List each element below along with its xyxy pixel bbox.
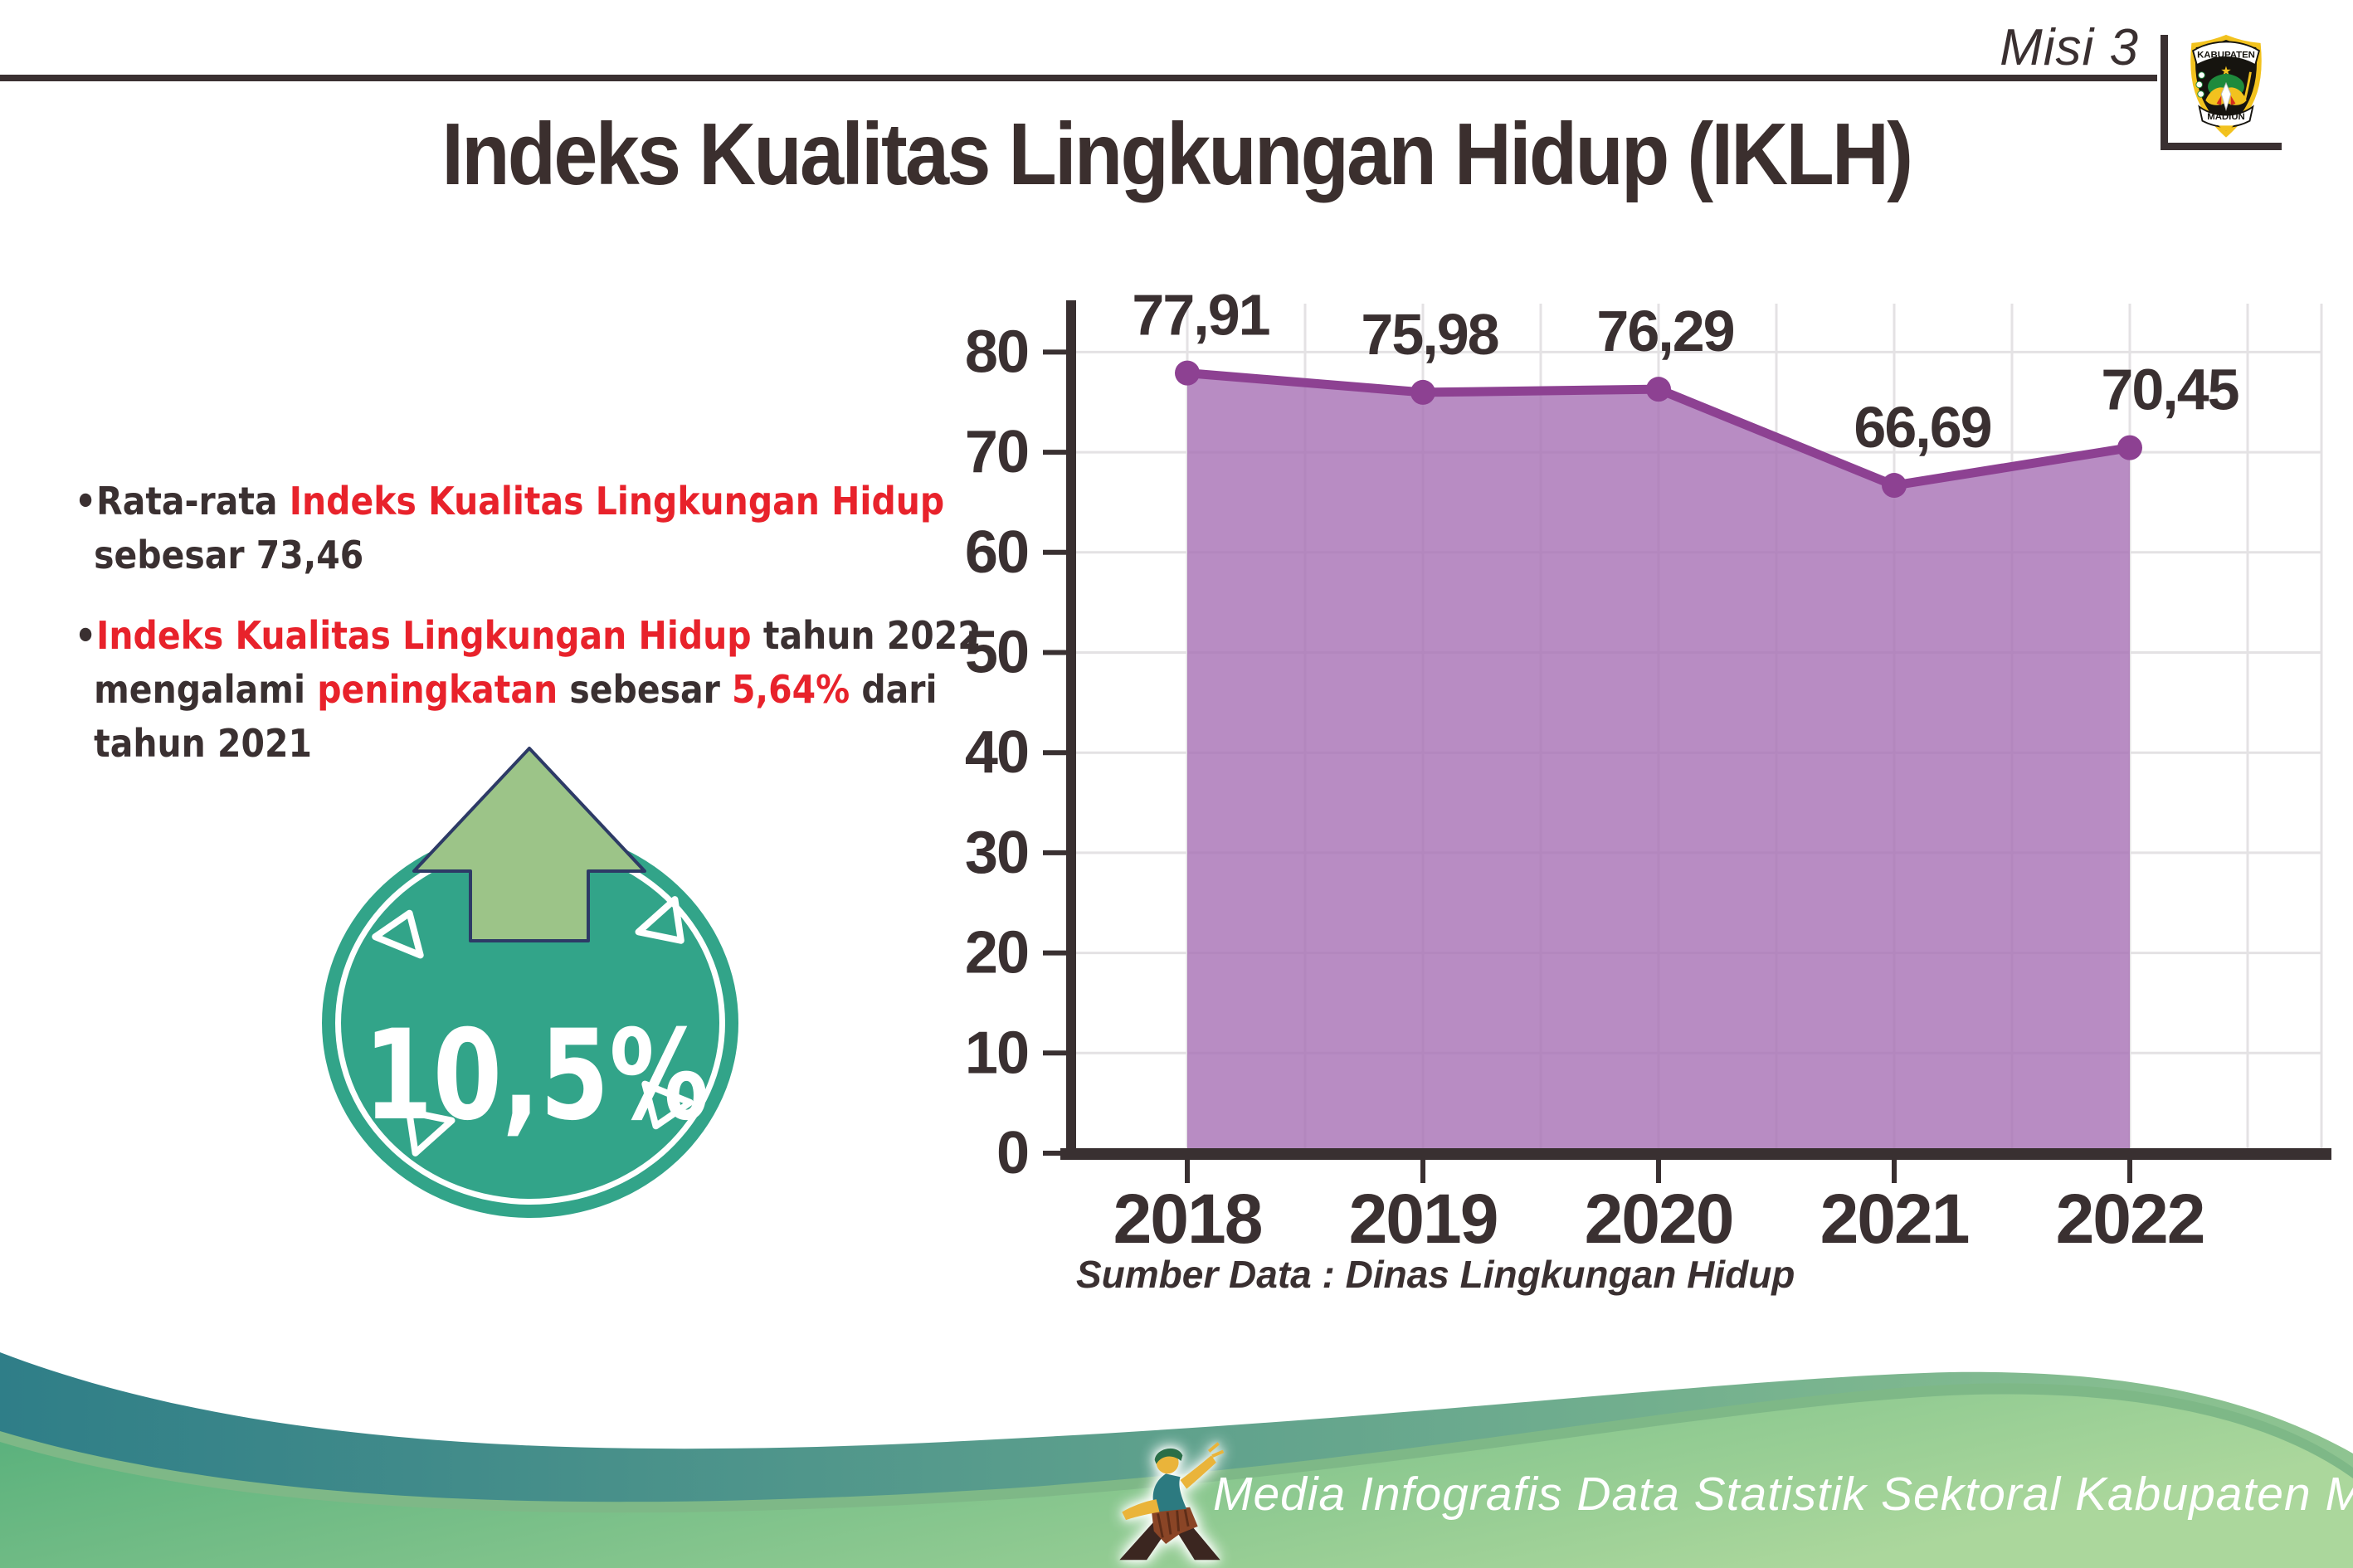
y-tick-label: 0	[996, 1120, 1028, 1186]
logo-bracket-horizontal	[2161, 143, 2282, 150]
x-tick-label: 2020	[1585, 1180, 1733, 1258]
x-tick-label: 2019	[1349, 1180, 1498, 1258]
data-point	[1410, 379, 1435, 405]
logo-bowtie	[2218, 125, 2234, 132]
area-fill	[1187, 373, 2130, 1153]
mascot-cap	[1154, 1448, 1183, 1464]
point-label: 75,98	[1361, 302, 1498, 367]
logo-bracket-vertical	[2161, 35, 2168, 150]
data-point	[1175, 360, 1200, 386]
y-tick-label: 20	[965, 920, 1028, 986]
source-note: Sumber Data : Dinas Lingkungan Hidup	[1076, 1253, 1795, 1296]
increase-percentage: 10,5%	[363, 1004, 709, 1148]
iklh-area-chart: 0 10 20 30 40 50 60 70 80 2018 2019 2020 2021 2022 77,…	[965, 283, 2331, 1296]
x-axis	[1060, 1148, 2331, 1160]
point-label: 76,29	[1596, 299, 1733, 363]
y-tick-label: 60	[965, 519, 1028, 586]
point-label: 70,45	[2101, 358, 2238, 422]
logo-bottom-text: MADIUN	[2207, 112, 2245, 122]
y-tick-label: 10	[965, 1020, 1028, 1086]
x-tick-label: 2018	[1113, 1180, 1262, 1258]
logo-cotton	[2198, 71, 2205, 79]
y-tick-label: 80	[965, 319, 1028, 385]
data-point	[1882, 473, 1907, 499]
y-tick-label: 30	[965, 820, 1028, 886]
footer-wave-green	[0, 1394, 2353, 1568]
y-tick-label: 50	[965, 620, 1028, 686]
logo-top-text: KABUPATEN	[2197, 51, 2255, 61]
bullet-average-iklh: •Rata-rata Indeks Kualitas Lingkungan Hi…	[75, 479, 945, 577]
logo-flames	[2216, 95, 2236, 105]
point-label: 77,91	[1132, 283, 1269, 348]
summary-bullets: •Rata-rata Indeks Kualitas Lingkungan Hi…	[75, 475, 998, 797]
mascot-leg-right	[1176, 1522, 1220, 1561]
logo-top-banner	[2191, 41, 2261, 66]
header-rule	[0, 75, 2157, 81]
y-tick-label: 40	[965, 719, 1028, 786]
up-arrow-icon	[412, 747, 646, 942]
kabupaten-madiun-logo-icon: KABUPATEN ★ MADIUN	[2190, 34, 2262, 138]
x-tick-label: 2022	[2056, 1180, 2204, 1258]
misi-label: Misi 3	[2000, 19, 2139, 76]
y-tick-label: 70	[965, 419, 1028, 485]
point-label: 66,69	[1854, 395, 1990, 460]
mascot-hand-fingers	[1207, 1442, 1225, 1458]
logo-rice-stalk	[2243, 71, 2252, 100]
logo-ribbon	[2198, 105, 2254, 128]
data-point	[1646, 377, 1671, 402]
footer-caption: Media Infografis Data Statistik Sektoral…	[1213, 1468, 2353, 1521]
dancer-mascot-icon	[1119, 1442, 1225, 1561]
mascot-sash	[1152, 1473, 1187, 1512]
mascot-arm-left	[1122, 1499, 1160, 1521]
mascot-arm-right	[1180, 1455, 1216, 1489]
x-tick-label: 2021	[1820, 1180, 1969, 1258]
y-axis	[1066, 300, 1076, 1160]
data-point	[2117, 435, 2142, 460]
bullet-increase-2022: •Indeks Kualitas Lingkungan Hidup tahun …	[75, 613, 982, 766]
logo-keris	[2220, 81, 2232, 112]
page-title: Indeks Kualitas Lingkungan Hidup (IKLH)	[441, 105, 1914, 203]
